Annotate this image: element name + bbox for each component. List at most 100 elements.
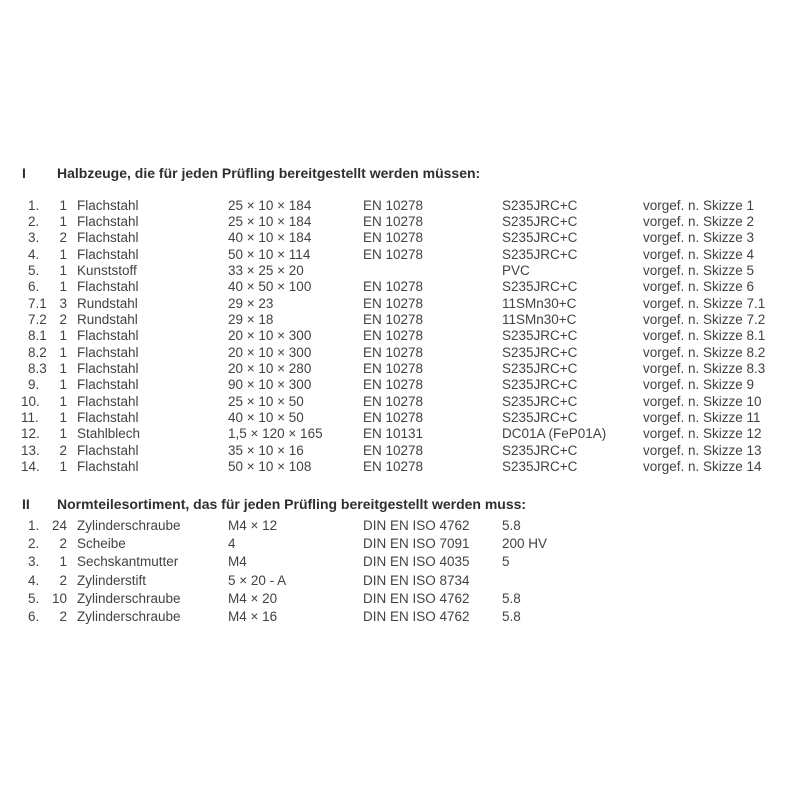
cell-part-name: Kunststoff	[77, 262, 137, 278]
table-row: 13. 2 Flachstahl 35 × 10 × 16 EN 10278 S235JR…	[0, 442, 800, 458]
cell-note: vorgef. n. Skizze 8.1	[643, 328, 766, 344]
cell-dimensions: 90 × 10 × 300	[228, 377, 312, 393]
table-row: 1. 1 Flachstahl 25 × 10 × 184 EN 10278 S235JR…	[0, 197, 800, 213]
cell-standard: EN 10278	[363, 377, 424, 393]
cell-property-class: 5.8	[502, 517, 521, 533]
section-heading-halbzeuge: I Halbzeuge, die für jeden Prüfling bere…	[0, 165, 800, 181]
cell-dimensions: 1,5 × 120 × 165	[228, 426, 323, 442]
cell-part-name: Flachstahl	[77, 377, 139, 393]
cell-part-name: Flachstahl	[77, 246, 139, 262]
cell-material: 11SMn30+C	[502, 311, 577, 327]
cell-material: PVC	[502, 262, 530, 278]
cell-part-name: Flachstahl	[77, 360, 139, 376]
cell-part-name: Flachstahl	[77, 230, 139, 246]
table-row: 8.1 1 Flachstahl 20 × 10 × 300 EN 10278 S235J…	[0, 328, 800, 344]
cell-part-name: Flachstahl	[77, 393, 139, 409]
cell-part-name: Zylinderschraube	[77, 590, 181, 606]
cell-part-name: Flachstahl	[77, 442, 139, 458]
table-row: 1. 24 Zylinderschraube M4 × 12 DIN EN ISO 47…	[0, 516, 800, 534]
cell-standard: DIN EN ISO 4762	[363, 609, 470, 625]
cell-item-number: 13.	[21, 442, 40, 458]
cell-material: S235JRC+C	[502, 246, 578, 262]
cell-property-class: 5	[502, 554, 510, 570]
cell-note: vorgef. n. Skizze 11	[643, 409, 761, 425]
cell-quantity: 1	[59, 458, 67, 474]
cell-item-number: 8.3	[28, 360, 47, 376]
section-title: Halbzeuge, die für jeden Prüfling bereit…	[57, 165, 481, 181]
table-row: 5. 1 Kunststoff 33 × 25 × 20 PVC vorgef. n. S…	[0, 262, 800, 278]
table-row: 10. 1 Flachstahl 25 × 10 × 50 EN 10278 S235JR…	[0, 393, 800, 409]
cell-item-number: 7.2	[28, 311, 47, 327]
cell-part-name: Flachstahl	[77, 213, 139, 229]
cell-item-number: 4.	[28, 572, 40, 588]
cell-part-name: Flachstahl	[77, 197, 139, 213]
cell-material: S235JRC+C	[502, 360, 578, 376]
cell-property-class: 5.8	[502, 609, 521, 625]
parts-table-halbzeuge: 1. 1 Flachstahl 25 × 10 × 184 EN 10278 S235JR…	[0, 197, 800, 475]
cell-property-class: 5.8	[502, 590, 521, 606]
table-row: 14. 1 Flachstahl 50 × 10 × 108 EN 10278 S235J…	[0, 458, 800, 474]
cell-standard: DIN EN ISO 8734	[363, 572, 470, 588]
cell-item-number: 2.	[28, 213, 40, 229]
cell-item-number: 3.	[28, 554, 40, 570]
cell-quantity: 1	[59, 197, 67, 213]
cell-dimensions: 40 × 10 × 50	[228, 409, 304, 425]
cell-material: S235JRC+C	[502, 409, 578, 425]
cell-part-name: Sechskantmutter	[77, 554, 179, 570]
cell-part-name: Rundstahl	[77, 311, 138, 327]
cell-standard: EN 10278	[363, 442, 424, 458]
cell-dimensions: 50 × 10 × 114	[228, 246, 311, 262]
cell-dimensions: 25 × 10 × 50	[228, 393, 304, 409]
cell-item-number: 1.	[28, 197, 40, 213]
cell-part-name: Stahlblech	[77, 426, 141, 442]
cell-material: S235JRC+C	[502, 344, 578, 360]
cell-dimensions: 40 × 50 × 100	[228, 279, 312, 295]
cell-standard: DIN EN ISO 4035	[363, 554, 470, 570]
cell-quantity: 1	[59, 426, 67, 442]
cell-standard: EN 10278	[363, 197, 424, 213]
cell-quantity: 1	[59, 393, 67, 409]
cell-standard: EN 10278	[363, 360, 424, 376]
cell-standard: DIN EN ISO 4762	[363, 517, 470, 533]
cell-note: vorgef. n. Skizze 8.2	[643, 344, 766, 360]
cell-standard: EN 10278	[363, 213, 424, 229]
cell-part-name: Rundstahl	[77, 295, 138, 311]
cell-quantity: 1	[59, 213, 67, 229]
cell-dimensions: 20 × 10 × 280	[228, 360, 312, 376]
cell-dimensions: 33 × 25 × 20	[228, 262, 304, 278]
cell-standard: DIN EN ISO 7091	[363, 535, 470, 551]
cell-item-number: 2.	[28, 535, 40, 551]
table-row: 8.3 1 Flachstahl 20 × 10 × 280 EN 10278 S235J…	[0, 360, 800, 376]
cell-note: vorgef. n. Skizze 12	[643, 426, 762, 442]
cell-quantity: 1	[59, 246, 67, 262]
cell-dimensions: M4	[228, 554, 247, 570]
cell-dimensions: 25 × 10 × 184	[228, 213, 312, 229]
cell-quantity: 2	[59, 311, 67, 327]
table-row: 7.1 3 Rundstahl 29 × 23 EN 10278 11SMn30+C vor…	[0, 295, 800, 311]
cell-note: vorgef. n. Skizze 9	[643, 377, 755, 393]
cell-quantity: 2	[59, 609, 67, 625]
cell-note: vorgef. n. Skizze 5	[643, 262, 755, 278]
cell-property-class: 200 HV	[502, 535, 548, 551]
cell-dimensions: 50 × 10 × 108	[228, 458, 312, 474]
cell-dimensions: 4	[228, 535, 236, 551]
cell-quantity: 1	[59, 554, 67, 570]
cell-material: S235JRC+C	[502, 458, 578, 474]
cell-dimensions: 20 × 10 × 300	[228, 328, 312, 344]
cell-material: S235JRC+C	[502, 442, 578, 458]
table-row: 2. 2 Scheibe 4 DIN EN ISO 7091 200 HV	[0, 534, 800, 552]
table-row: 3. 2 Flachstahl 40 × 10 × 184 EN 10278 S235JR…	[0, 230, 800, 246]
cell-quantity: 1	[59, 344, 67, 360]
cell-item-number: 14.	[21, 458, 40, 474]
cell-material: S235JRC+C	[502, 197, 578, 213]
cell-quantity: 1	[59, 262, 67, 278]
cell-item-number: 11.	[21, 409, 39, 425]
table-row: 6. 2 Zylinderschraube M4 × 16 DIN EN ISO 476…	[0, 607, 800, 625]
section-heading-normteile: II Normteilesortiment, das für jeden Prü…	[0, 496, 800, 512]
table-row: 9. 1 Flachstahl 90 × 10 × 300 EN 10278 S235JR…	[0, 377, 800, 393]
cell-dimensions: 5 × 20 - A	[228, 572, 287, 588]
table-row: 5. 10 Zylinderschraube M4 × 20 DIN EN ISO 47…	[0, 589, 800, 607]
cell-item-number: 5.	[28, 590, 40, 606]
cell-standard: EN 10278	[363, 246, 424, 262]
cell-material: S235JRC+C	[502, 393, 578, 409]
